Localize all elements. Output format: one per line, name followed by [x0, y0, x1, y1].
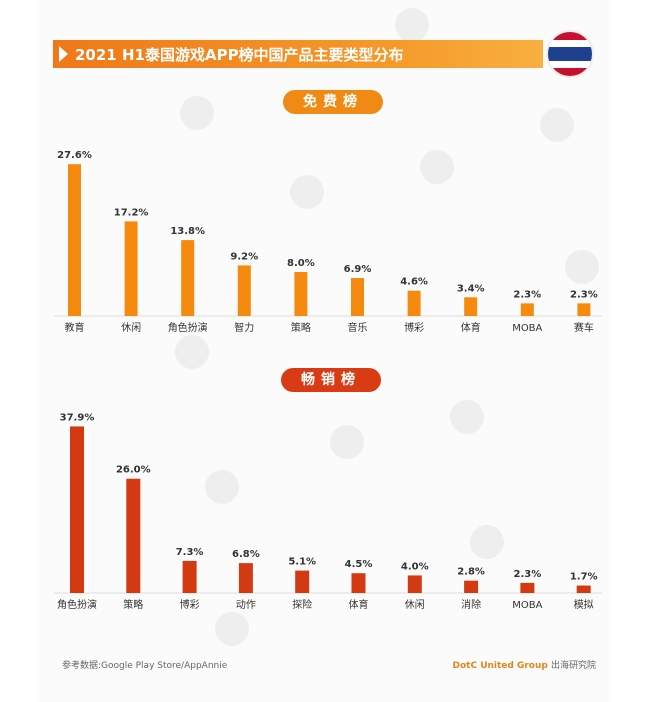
grossing-value-label: 4.5%: [345, 559, 373, 570]
title-arrow-icon: [59, 46, 68, 62]
free-value-label: 13.8%: [170, 226, 205, 237]
grossing-value-label: 37.9%: [60, 412, 95, 423]
title-banner: 2021 H1泰国游戏APP榜中国产品主要类型分布: [53, 40, 543, 68]
watermark-logo: [215, 612, 249, 646]
watermark-logo: [420, 150, 454, 184]
free-value-label: 17.2%: [114, 207, 149, 218]
grossing-value-label: 4.0%: [401, 561, 429, 572]
grossing-bar: [407, 575, 422, 593]
free-value-label: 9.2%: [230, 251, 258, 262]
free-chart-title: 免费榜: [283, 90, 383, 114]
grossing-category-label: 消除: [461, 598, 481, 611]
free-category-label: 音乐: [348, 321, 368, 334]
grossing-category-label: 休闲: [405, 598, 425, 611]
grossing-bar: [576, 585, 591, 593]
data-source-note: 参考数据:Google Play Store/AppAnnie: [62, 661, 228, 671]
grossing-value-label: 6.8%: [232, 549, 260, 560]
free-category-label: 赛车: [574, 321, 594, 334]
grossing-chart-title: 畅销榜: [281, 368, 381, 392]
grossing-category-label: 角色扮演: [57, 598, 97, 611]
watermark-logo: [175, 335, 209, 369]
free-value-label: 3.4%: [457, 283, 485, 294]
grossing-value-label: 2.3%: [514, 569, 542, 580]
grossing-value-label: 1.7%: [570, 572, 598, 583]
free-bar: [181, 240, 195, 316]
grossing-value-label: 5.1%: [288, 557, 316, 568]
free-value-label: 6.9%: [344, 264, 372, 275]
grossing-category-label: 博彩: [180, 598, 200, 611]
free-category-label: 智力: [234, 321, 254, 334]
free-category-label: MOBA: [512, 323, 542, 334]
grossing-value-label: 26.0%: [116, 465, 151, 476]
free-category-label: 博彩: [404, 321, 424, 334]
flag-stripe: [548, 68, 592, 76]
grossing-bar: [295, 570, 310, 593]
grossing-bar: [238, 563, 253, 593]
grossing-bar: [182, 560, 197, 593]
free-category-label: 角色扮演: [168, 321, 208, 334]
watermark-logo: [540, 108, 574, 142]
grossing-category-label: 模拟: [574, 598, 594, 611]
grossing-category-label: 体育: [349, 598, 369, 611]
grossing-bar: [464, 580, 479, 593]
page-title: 2021 H1泰国游戏APP榜中国产品主要类型分布: [75, 46, 404, 64]
free-bar: [68, 164, 81, 316]
flag-stripe: [548, 61, 592, 68]
grossing-value-label: 2.8%: [457, 567, 485, 578]
free-value-label: 27.6%: [57, 150, 92, 161]
thailand-flag-icon: [548, 32, 592, 76]
watermark-logo: [290, 175, 324, 209]
grossing-value-label: 7.3%: [176, 547, 204, 558]
free-bar: [124, 221, 138, 316]
grossing-bar: [520, 582, 535, 593]
grossing-category-label: MOBA: [512, 600, 542, 611]
grossing-bar: [70, 426, 84, 593]
grossing-category-label: 探险: [292, 598, 312, 611]
watermark-logo: [205, 470, 239, 504]
grossing-bar: [126, 478, 141, 593]
grossing-bar: [351, 573, 366, 593]
free-value-label: 4.6%: [400, 277, 428, 288]
free-category-label: 策略: [291, 321, 311, 334]
grossing-category-label: 策略: [123, 598, 143, 611]
free-value-label: 2.3%: [513, 289, 541, 300]
grossing-category-label: 动作: [236, 599, 256, 611]
watermark-logo: [450, 400, 484, 434]
free-bar: [577, 303, 591, 316]
free-bar: [294, 272, 308, 316]
free-value-label: 8.0%: [287, 258, 315, 269]
brand-suffix: 出海研究院: [550, 661, 596, 671]
free-category-label: 休闲: [121, 321, 141, 334]
watermark-logo: [395, 8, 429, 42]
free-bar: [464, 297, 478, 316]
watermark-logo: [330, 425, 364, 459]
free-bar: [237, 265, 251, 316]
free-bar: [351, 278, 364, 316]
watermark-logo: [565, 250, 599, 284]
brand-credit: DotC United Group 出海研究院: [453, 658, 597, 671]
flag-stripe: [548, 47, 592, 61]
free-value-label: 2.3%: [570, 289, 598, 300]
free-bar: [407, 290, 421, 316]
free-category-label: 体育: [461, 321, 481, 334]
brand-name: DotC United Group: [452, 661, 548, 671]
watermark-logo: [180, 96, 214, 130]
flag-stripe: [548, 40, 592, 47]
flag-stripe: [548, 32, 592, 40]
free-category-label: 教育: [65, 321, 85, 334]
free-bar: [520, 303, 534, 316]
watermark-logo: [470, 525, 504, 559]
